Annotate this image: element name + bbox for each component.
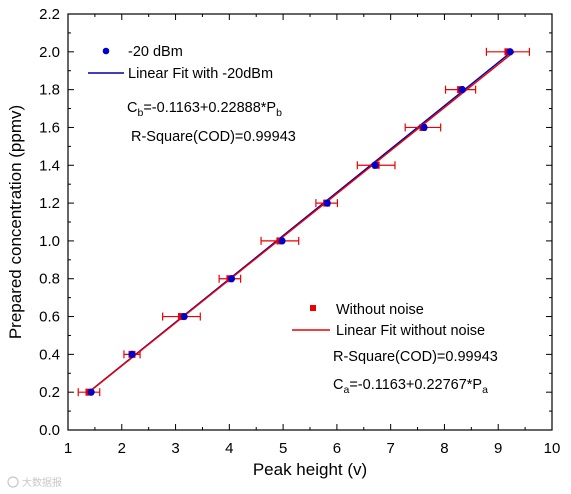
fit-a-prefix: C [333,377,343,393]
fit-equation-a: Ca=-0.1163+0.22767*Pa [333,377,488,396]
point-20dbm [180,312,188,321]
legend-marker-without-noise [310,305,316,311]
point-20dbm [458,86,466,94]
point-20dbm [323,199,331,207]
y-tick-label: 1.0 [39,233,60,250]
point-20dbm [506,48,514,56]
x-tick-label: 8 [440,440,448,457]
watermark: 大数据报 [7,476,62,489]
fit-b-sub1: b [137,107,143,119]
point-20dbm [371,161,379,169]
y-axis-title: Prepared concentration (ppmv) [6,105,25,339]
x-tick-label: 9 [494,440,502,457]
x-tick-label: 3 [171,440,179,457]
legend-bottom: Without noise Linear Fit without noise [292,302,485,339]
y-tick-label: 0.4 [39,346,60,363]
r-square-a: R-Square(COD)=0.99943 [333,349,498,365]
x-tick-label: 5 [279,440,287,457]
axis-ticks [67,13,553,431]
x-tick-label: 4 [225,440,233,457]
y-tick-label: 1.8 [39,82,60,99]
y-tick-label: 0.0 [39,422,60,439]
fit-b-middle: =-0.1163+0.22888*P [143,100,276,116]
fit-b-prefix: C [127,100,137,116]
fit-lines [87,51,515,394]
x-tick-label: 2 [118,440,126,457]
legend-top: -20 dBm Linear Fit with -20dBm [88,44,273,82]
legend-label-without-noise: Without noise [336,302,424,318]
y-tick-label: 1.6 [39,119,60,136]
legend-marker-20dbm [102,47,110,55]
point-20dbm [420,123,428,132]
y-tick-labels: 0.0 0.2 0.4 0.6 0.8 1.0 1.2 1.4 1.6 1.8 2.0 2.2 [39,6,60,439]
y-tick-label: 1.4 [39,157,60,174]
y-tick-label: 0.8 [39,271,60,288]
x-tick-label: 6 [333,440,341,457]
fit-b-sub2: b [276,107,282,119]
legend-label-fit-20dbm: Linear Fit with -20dBm [128,66,273,82]
x-tick-labels: 1 2 3 4 5 6 7 8 9 10 [64,440,561,457]
fit-a-sub1: a [343,384,349,396]
point-20dbm [128,350,136,358]
legend-label-fit-without-noise: Linear Fit without noise [336,323,485,339]
watermark-text: 大数据报 [22,476,62,489]
y-tick-label: 2.2 [39,6,60,23]
y-tick-label: 2.0 [39,44,60,61]
fit-equation-b: Cb=-0.1163+0.22888*Pb [127,100,282,119]
watermark-logo-icon [7,476,19,488]
r-square-b: R-Square(COD)=0.99943 [131,129,296,145]
x-tick-label: 10 [544,440,561,457]
y-tick-label: 1.2 [39,195,60,212]
data-markers [85,48,514,396]
point-20dbm [87,388,95,396]
x-tick-label: 1 [64,440,72,457]
x-tick-label: 7 [386,440,394,457]
legend-label-20dbm: -20 dBm [128,44,183,60]
fit-a-middle: =-0.1163+0.22767*P [349,377,482,393]
fit-line-without-noise [87,51,515,394]
fit-a-sub2: a [482,384,488,396]
y-tick-label: 0.6 [39,309,60,326]
point-20dbm [278,237,286,245]
x-axis-title: Peak height (v) [253,460,367,479]
y-tick-label: 0.2 [39,384,60,401]
point-20dbm [227,275,236,283]
